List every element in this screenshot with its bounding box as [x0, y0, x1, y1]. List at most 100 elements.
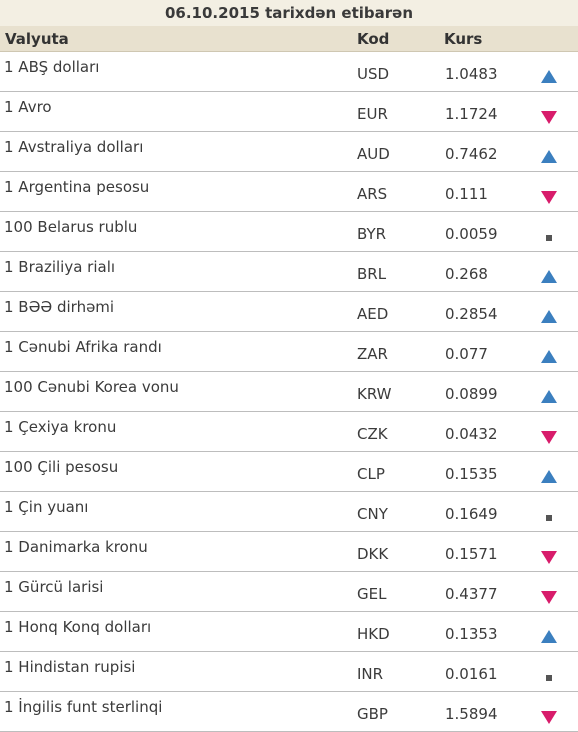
table-row: 1 Danimarka kronu DKK 0.1571 [0, 532, 578, 572]
currency-name: 1 Honq Konq dolları [4, 618, 152, 636]
triangle-down-icon [541, 550, 557, 564]
currency-code: KRW [357, 385, 392, 403]
column-header-code: Kod [357, 29, 390, 48]
currency-code: AUD [357, 145, 390, 163]
trend-up-icon [540, 146, 558, 163]
triangle-up-icon [541, 149, 557, 163]
page-title: 06.10.2015 tarixdən etibarən [0, 0, 578, 26]
currency-code: CZK [357, 425, 388, 443]
table-row: 1 Hindistan rupisi INR 0.0161 [0, 652, 578, 692]
table-row: 1 Çin yuanı CNY 0.1649 [0, 492, 578, 532]
currency-rate: 0.4377 [445, 585, 498, 603]
trend-up-icon [540, 66, 558, 83]
table-row: 100 Çili pesosu CLP 0.1535 [0, 452, 578, 492]
currency-code: ZAR [357, 345, 388, 363]
triangle-up-icon [541, 469, 557, 483]
currency-rate: 0.0432 [445, 425, 498, 443]
table-row: 1 Braziliya rialı BRL 0.268 [0, 252, 578, 292]
table-row: 100 Cənubi Korea vonu KRW 0.0899 [0, 372, 578, 412]
currency-name: 1 Braziliya rialı [4, 258, 116, 276]
currency-rate: 0.077 [445, 345, 488, 363]
currency-name: 100 Çili pesosu [4, 458, 119, 476]
table-row: 1 Avro EUR 1.1724 [0, 92, 578, 132]
table-row: 1 Çexiya kronu CZK 0.0432 [0, 412, 578, 452]
trend-up-icon [540, 386, 558, 403]
currency-name: 1 Hindistan rupisi [4, 658, 136, 676]
table-row: 1 Avstraliya dolları AUD 0.7462 [0, 132, 578, 172]
triangle-up-icon [541, 349, 557, 363]
table-row: 1 Gürcü larisi GEL 0.4377 [0, 572, 578, 612]
currency-name: 1 ABŞ dolları [4, 58, 100, 76]
triangle-down-icon [541, 190, 557, 204]
column-header-currency: Valyuta [5, 29, 69, 48]
currency-name: 1 Avro [4, 98, 52, 116]
triangle-down-icon [541, 110, 557, 124]
table-header: Valyuta Kod Kurs [0, 26, 578, 52]
triangle-up-icon [541, 309, 557, 323]
currency-code: CLP [357, 465, 385, 483]
currency-code: GEL [357, 585, 387, 603]
trend-up-icon [540, 626, 558, 643]
currency-name: 1 Çexiya kronu [4, 418, 117, 436]
currency-name: 1 Argentina pesosu [4, 178, 150, 196]
triangle-up-icon [541, 389, 557, 403]
trend-unchanged-icon [540, 506, 558, 522]
currency-code: INR [357, 665, 384, 683]
table-row: 1 BƏƏ dirhəmi AED 0.2854 [0, 292, 578, 332]
currency-name: 1 Cənubi Afrika randı [4, 338, 162, 356]
currency-name: 100 Cənubi Korea vonu [4, 378, 179, 396]
table-row: 1 İngilis funt sterlinqi GBP 1.5894 [0, 692, 578, 732]
currency-code: GBP [357, 705, 388, 723]
square-icon [546, 675, 552, 681]
currency-rate: 0.268 [445, 265, 488, 283]
square-icon [546, 515, 552, 521]
currency-name: 1 Gürcü larisi [4, 578, 104, 596]
currency-rate: 0.1571 [445, 545, 498, 563]
trend-up-icon [540, 466, 558, 483]
currency-rate: 0.1649 [445, 505, 498, 523]
trend-down-icon [540, 706, 558, 724]
currency-rate: 0.0899 [445, 385, 498, 403]
trend-up-icon [540, 346, 558, 363]
currency-code: BYR [357, 225, 387, 243]
trend-down-icon [540, 586, 558, 604]
currency-name: 1 Danimarka kronu [4, 538, 148, 556]
square-icon [546, 235, 552, 241]
currency-rate: 0.2854 [445, 305, 498, 323]
triangle-up-icon [541, 269, 557, 283]
triangle-down-icon [541, 590, 557, 604]
table-row: 1 Argentina pesosu ARS 0.111 [0, 172, 578, 212]
currency-rate: 1.5894 [445, 705, 498, 723]
triangle-down-icon [541, 710, 557, 724]
currency-rate: 0.1353 [445, 625, 498, 643]
currency-code: USD [357, 65, 390, 83]
currency-rate: 1.0483 [445, 65, 498, 83]
trend-up-icon [540, 306, 558, 323]
table-row: 1 Cənubi Afrika randı ZAR 0.077 [0, 332, 578, 372]
currency-rate: 0.111 [445, 185, 488, 203]
currency-code: EUR [357, 105, 388, 123]
trend-unchanged-icon [540, 226, 558, 242]
currency-code: BRL [357, 265, 387, 283]
currency-code: CNY [357, 505, 388, 523]
trend-down-icon [540, 546, 558, 564]
currency-code: AED [357, 305, 389, 323]
currency-code: ARS [357, 185, 388, 203]
currency-rate: 0.7462 [445, 145, 498, 163]
table-row: 1 Honq Konq dolları HKD 0.1353 [0, 612, 578, 652]
table-row: 100 Belarus rublu BYR 0.0059 [0, 212, 578, 252]
trend-down-icon [540, 426, 558, 444]
triangle-up-icon [541, 69, 557, 83]
currency-rate: 0.0059 [445, 225, 498, 243]
currency-rate: 1.1724 [445, 105, 498, 123]
currency-name: 100 Belarus rublu [4, 218, 138, 236]
rates-table-body: 1 ABŞ dolları USD 1.0483 1 Avro EUR 1.1724 1 A… [0, 52, 578, 732]
trend-down-icon [540, 186, 558, 204]
currency-code: HKD [357, 625, 390, 643]
column-header-rate: Kurs [444, 29, 483, 48]
currency-name: 1 Avstraliya dolları [4, 138, 144, 156]
triangle-down-icon [541, 430, 557, 444]
currency-code: DKK [357, 545, 389, 563]
table-row: 1 ABŞ dolları USD 1.0483 [0, 52, 578, 92]
